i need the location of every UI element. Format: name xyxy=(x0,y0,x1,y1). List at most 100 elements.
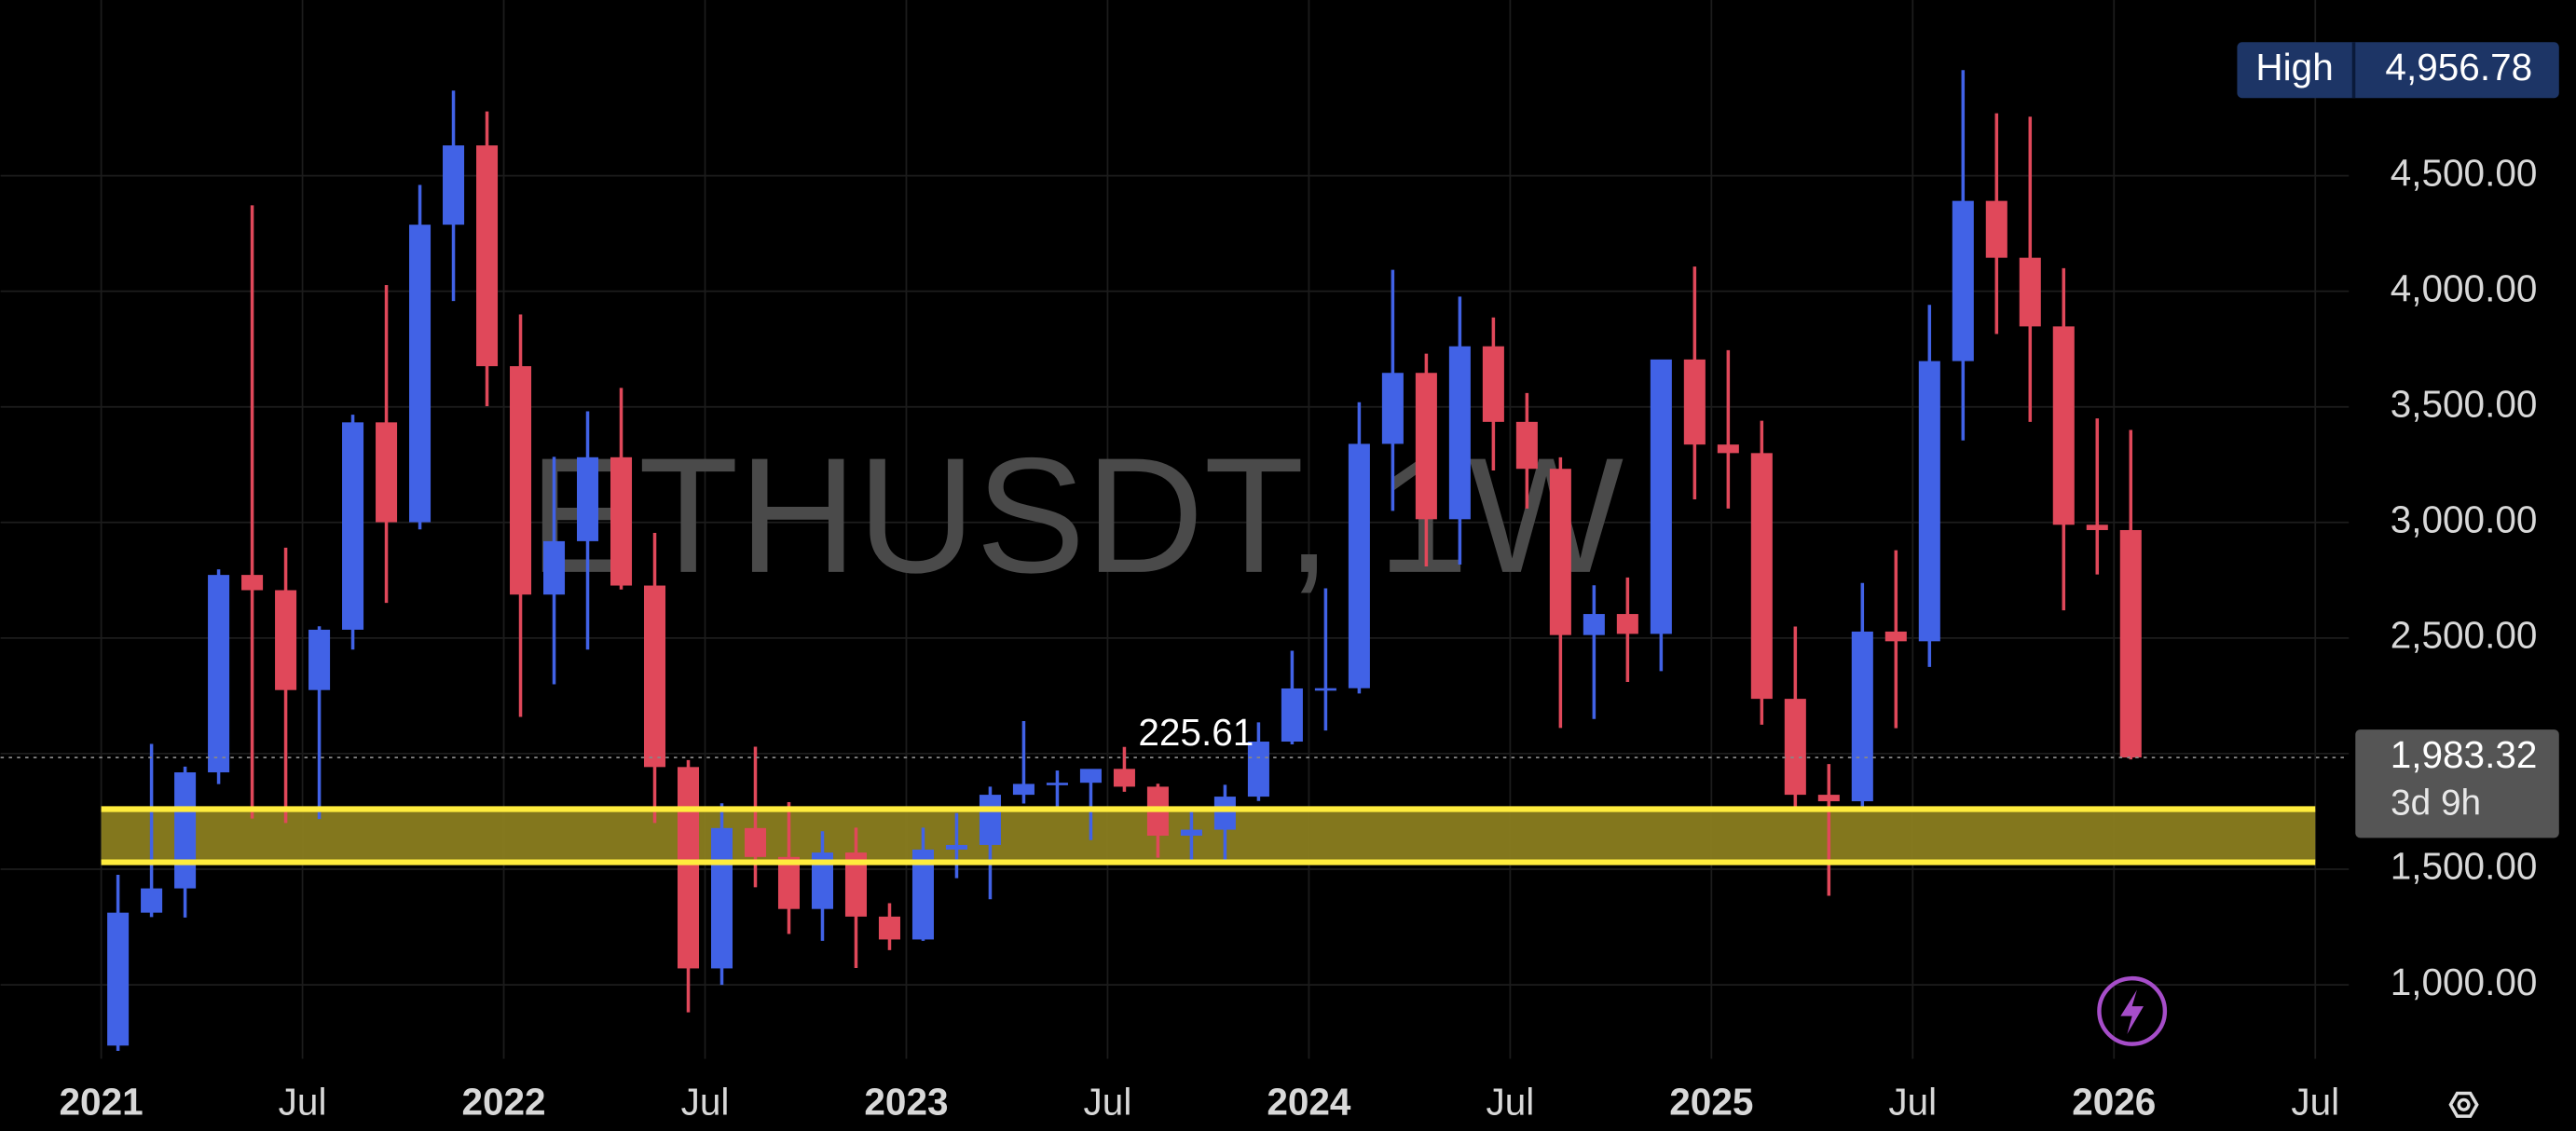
y-tick-label: 1,500.00 xyxy=(2391,845,2538,888)
candle-body xyxy=(409,225,432,523)
candle-body xyxy=(141,888,163,913)
high-box xyxy=(2237,42,2559,99)
high-label: High xyxy=(2255,46,2333,89)
candle-body xyxy=(945,844,967,850)
x-tick-label: 2024 xyxy=(1267,1081,1351,1124)
y-tick-label: 3,500.00 xyxy=(2391,382,2538,425)
x-tick-label: Jul xyxy=(279,1081,327,1124)
candle-body xyxy=(2119,529,2142,758)
candle-body xyxy=(1985,200,2007,258)
support-zone xyxy=(101,809,2316,863)
candle-body xyxy=(275,590,297,690)
y-tick-label: 2,500.00 xyxy=(2391,614,2538,657)
annotation: 225.61 xyxy=(1138,711,1254,754)
watermark: ETHUSDT, 1W xyxy=(528,424,1624,607)
candle-body xyxy=(510,366,532,595)
candle-body xyxy=(543,540,566,595)
candle-body xyxy=(174,772,197,889)
candle-body xyxy=(1884,631,1907,642)
overlay: 225.61 xyxy=(0,711,2350,865)
candle-body xyxy=(1549,469,1571,635)
candle-body xyxy=(1314,688,1336,691)
candle-body xyxy=(777,856,801,909)
candle-body xyxy=(1213,797,1236,830)
high-value: 4,956.78 xyxy=(2385,46,2532,89)
candle-body xyxy=(208,575,230,773)
candle-body xyxy=(1717,444,1739,454)
candle-body xyxy=(1817,795,1840,802)
x-tick-label: 2021 xyxy=(60,1081,144,1124)
settings-button[interactable] xyxy=(2448,1091,2479,1118)
candles xyxy=(107,70,2142,1052)
candle-body xyxy=(878,916,900,940)
x-tick-label: 2026 xyxy=(2072,1081,2156,1124)
candle-body xyxy=(1650,359,1672,634)
y-tick-label: 4,000.00 xyxy=(2391,266,2538,309)
candle-body xyxy=(2019,257,2041,327)
candle-body xyxy=(107,912,130,1046)
candle-body xyxy=(576,456,599,541)
candle-body xyxy=(811,852,833,909)
candle-body xyxy=(677,767,700,969)
candle-body xyxy=(1616,614,1638,634)
candle-body xyxy=(308,629,331,690)
candle-body xyxy=(2052,326,2075,525)
candle-body xyxy=(443,145,465,225)
countdown-label: 3d 9h xyxy=(2391,783,2481,823)
candle-body xyxy=(1079,769,1102,784)
x-tick-label: Jul xyxy=(2291,1081,2339,1124)
last-price-label: 1,983.32 xyxy=(2391,733,2538,776)
candle-body xyxy=(1482,346,1504,422)
candle-body xyxy=(1180,829,1202,837)
settings-icon xyxy=(2457,1097,2471,1111)
candle-body xyxy=(241,575,264,591)
y-tick-label: 4,500.00 xyxy=(2391,151,2538,194)
candle-body xyxy=(1952,200,1974,361)
lightning-button[interactable] xyxy=(2097,975,2168,1046)
candle-body xyxy=(911,849,934,940)
candle-body xyxy=(844,852,867,917)
y-tick-label: 3,000.00 xyxy=(2391,497,2538,540)
candle-body xyxy=(342,422,364,630)
grid xyxy=(0,0,2350,1059)
candle-body xyxy=(1415,373,1437,520)
x-tick-label: 2025 xyxy=(1669,1081,1753,1124)
y-tick-label: 1,000.00 xyxy=(2391,961,2538,1003)
candle-body xyxy=(979,795,1001,845)
x-tick-label: 2023 xyxy=(864,1081,948,1124)
candle-body xyxy=(1683,359,1706,445)
lightning-icon xyxy=(2120,989,2144,1035)
candle-body xyxy=(1381,373,1404,444)
candle-body xyxy=(710,827,733,969)
candle-body xyxy=(1281,688,1303,743)
candle-body xyxy=(1113,769,1135,787)
axes: 1,000.00 1,500.00 2,500.00 3,000.00 3,500.00… xyxy=(60,42,2559,1124)
candle-body xyxy=(1515,421,1538,470)
candle-body xyxy=(643,585,666,768)
x-tick-label: Jul xyxy=(1084,1081,1132,1124)
x-tick-label: Jul xyxy=(1486,1081,1534,1124)
candle-body xyxy=(1448,346,1471,520)
candle-body xyxy=(1918,361,1940,642)
candle-body xyxy=(1851,631,1873,802)
candle-body xyxy=(1583,614,1605,635)
candle-body xyxy=(1046,783,1068,785)
candle-body xyxy=(744,827,767,857)
candle-body xyxy=(2086,525,2108,530)
candle-body xyxy=(376,422,398,523)
x-tick-label: Jul xyxy=(1888,1081,1937,1124)
last-price-box xyxy=(2355,729,2559,838)
candle-body xyxy=(1750,453,1773,700)
candle-body xyxy=(610,456,633,586)
zone-group xyxy=(101,809,2316,863)
x-tick-label: 2022 xyxy=(461,1081,545,1124)
candle-body xyxy=(1247,742,1269,797)
candle-body xyxy=(476,145,499,367)
x-tick-label: Jul xyxy=(681,1081,730,1124)
candle-body xyxy=(1012,784,1035,796)
candle-body xyxy=(1348,443,1370,688)
candle-body xyxy=(1784,699,1806,796)
